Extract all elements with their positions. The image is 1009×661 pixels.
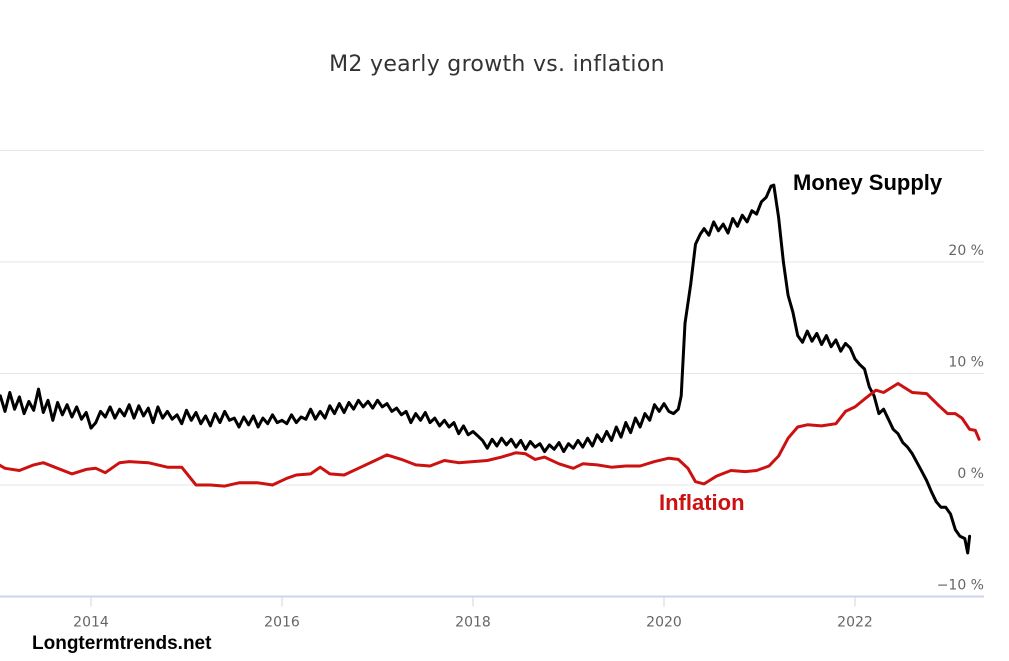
x-axis: 2014 2016 2018 2020 2022 [73, 596, 873, 631]
x-tick-label: 2020 [646, 615, 682, 631]
x-tick-label: 2018 [455, 615, 491, 631]
y-tick-label: 0 % [957, 466, 984, 482]
y-axis: −10 % 0 % 10 % 20 % [937, 243, 984, 594]
annotations: Money Supply Inflation [659, 170, 943, 515]
y-tick-label: 20 % [948, 243, 984, 259]
y-tick-label: −10 % [937, 578, 984, 594]
x-tick-label: 2022 [837, 615, 873, 631]
grid-lines [0, 150, 984, 598]
series-lines [0, 183, 981, 555]
x-tick-label: 2016 [264, 615, 300, 631]
source-credit: Longtermtrends.net [32, 633, 212, 654]
inflation-label: Inflation [659, 490, 745, 515]
inflation-line [0, 382, 981, 488]
money-supply-label: Money Supply [793, 170, 943, 195]
chart-title: M2 yearly growth vs. inflation [329, 52, 665, 77]
x-tick-label: 2014 [73, 615, 109, 631]
y-tick-label: 10 % [948, 355, 984, 371]
money-supply-line [0, 183, 972, 555]
